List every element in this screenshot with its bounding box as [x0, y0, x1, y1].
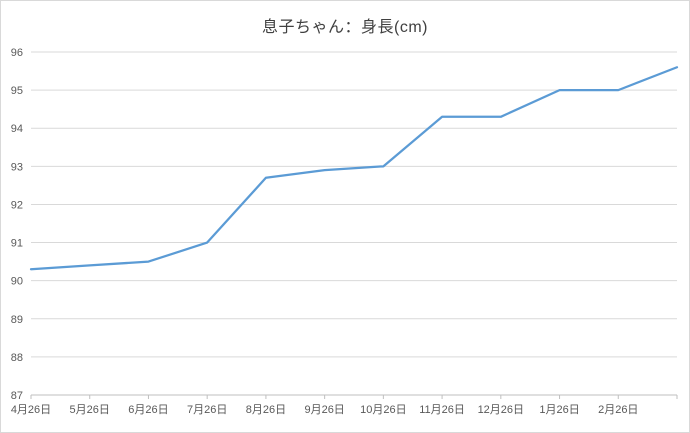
x-axis-label: 2月26日: [598, 404, 638, 416]
x-axis-label: 10月26日: [360, 404, 406, 416]
y-axis-label: 88: [11, 352, 23, 364]
y-axis-label: 95: [11, 85, 23, 97]
y-axis-label: 89: [11, 314, 23, 326]
x-axis-label: 7月26日: [187, 404, 227, 416]
y-axis-label: 93: [11, 161, 23, 173]
x-axis-label: 5月26日: [70, 404, 110, 416]
x-axis-label: 11月26日: [419, 404, 465, 416]
x-axis-label: 6月26日: [128, 404, 168, 416]
x-axis-label: 9月26日: [304, 404, 344, 416]
height-series-line: [29, 66, 679, 271]
x-axis-label: 8月26日: [246, 404, 286, 416]
x-axis-label: 1月26日: [539, 404, 579, 416]
x-axis-label: 12月26日: [478, 404, 524, 416]
y-axis-label: 92: [11, 199, 23, 211]
chart-title: 息子ちゃん：身長(cm): [262, 19, 428, 36]
y-axis-label: 94: [11, 123, 23, 135]
y-axis-label: 96: [11, 47, 23, 59]
y-axis-label: 91: [11, 238, 23, 250]
y-axis-label: 90: [11, 276, 23, 288]
y-axis-label: 87: [11, 390, 23, 402]
x-axis-label: 4月26日: [11, 404, 51, 416]
